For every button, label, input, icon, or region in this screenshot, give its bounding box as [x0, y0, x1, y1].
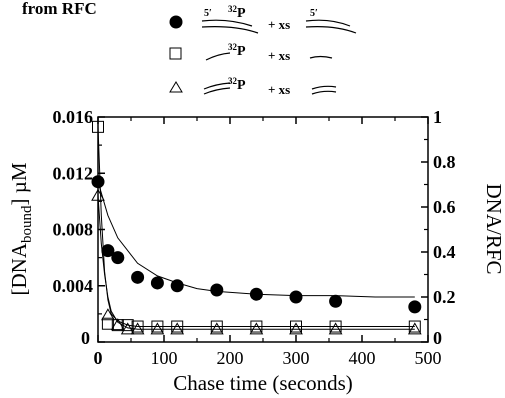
data-point-open-triangle — [130, 322, 145, 335]
data-point-open-triangle — [170, 322, 185, 335]
data-point-open-square — [408, 320, 421, 333]
legend-32-sup: 32 — [228, 4, 238, 14]
legend-competitor-row2 — [309, 55, 333, 59]
y-left-tick-label: 0.004 — [53, 276, 94, 296]
x-axis: 0 100 200 300 400 500 — [94, 117, 442, 368]
data-point-filled-circle — [131, 270, 145, 284]
y-axis-right: 0 0.2 0.4 0.6 0.8 1 — [421, 107, 456, 348]
legend-label-32p-row2: 32P — [228, 42, 246, 59]
data-point-open-square — [250, 320, 263, 333]
y-left-tick-label: 0.016 — [53, 107, 94, 127]
legend-strand-row1-bottom — [201, 26, 259, 34]
legend-plus-xs-row2: + xs — [268, 48, 290, 63]
y-axis-left-label: [DNAbound] µM — [7, 162, 35, 295]
y-axis-right-label: DNA/RFC — [482, 183, 505, 274]
y-left-label-tail: ] µM — [7, 162, 31, 205]
x-tick-label: 300 — [283, 348, 310, 368]
data-point-open-square — [121, 319, 134, 332]
y-left-tick-label: 0.012 — [53, 163, 94, 183]
data-point-open-triangle — [209, 322, 224, 335]
data-point-open-triangle — [110, 318, 125, 331]
x-axis-label: Chase time (seconds) — [173, 371, 353, 395]
data-point-open-square — [290, 320, 302, 333]
legend-p-base-2: P — [237, 44, 246, 59]
data-points — [91, 120, 422, 335]
legend-marker-open-triangle — [169, 81, 183, 93]
y-right-tick-label: 0.4 — [433, 242, 456, 262]
data-point-open-triangle — [249, 322, 264, 335]
data-point-open-triangle — [101, 308, 115, 321]
x-tick-label: 0 — [94, 348, 103, 368]
legend-marker-filled-circle — [169, 15, 183, 29]
y-left-tick-label: 0 — [81, 328, 90, 348]
plot-frame — [97, 116, 429, 343]
data-point-filled-circle — [111, 251, 125, 265]
data-point-open-triangle — [120, 322, 135, 335]
fit-curve-open-triangle — [97, 195, 415, 330]
data-point-open-square — [131, 320, 144, 333]
y-right-tick-label: 0.2 — [433, 287, 456, 307]
legend-p-base: P — [237, 6, 246, 21]
data-point-open-triangle — [289, 322, 303, 335]
data-point-open-triangle — [91, 188, 105, 201]
x-tick-label: 100 — [151, 348, 178, 368]
y-right-tick-label: 0.8 — [433, 152, 456, 172]
data-point-open-triangle — [328, 322, 343, 335]
data-point-filled-circle — [329, 294, 343, 308]
y-left-label-sub: bound — [19, 205, 35, 243]
x-tick-label: 400 — [349, 348, 376, 368]
data-point-filled-circle — [150, 276, 164, 290]
data-point-open-square — [329, 320, 342, 333]
legend-strand-row1-top — [201, 19, 253, 27]
legend-strand-row3-bottom — [203, 87, 231, 95]
legend-marker-open-square — [169, 47, 182, 60]
data-point-open-triangle — [150, 322, 165, 335]
legend-competitor-row1-bottom — [305, 26, 357, 34]
legend-plus-xs-row1: + xs — [268, 17, 290, 32]
data-point-filled-circle — [101, 244, 115, 258]
y-right-tick-label: 0 — [433, 328, 442, 348]
data-point-filled-circle — [91, 175, 105, 189]
legend-competitor-row1-top — [305, 19, 351, 27]
data-point-open-triangle — [407, 322, 422, 335]
data-point-filled-circle — [408, 300, 422, 314]
data-point-filled-circle — [170, 279, 184, 293]
legend-label-five-prime-a: 5′ — [204, 8, 212, 19]
legend-competitor-row3-top — [311, 85, 337, 90]
fit-curve-open-square — [97, 126, 415, 327]
legend-strand-row2 — [205, 52, 231, 61]
y-left-tick-label: 0.008 — [53, 220, 94, 240]
x-tick-label: 200 — [217, 348, 244, 368]
data-point-open-square — [92, 120, 104, 133]
legend-label-32p-row3: 32P — [228, 76, 246, 93]
data-point-open-square — [151, 320, 164, 333]
legend-p-base-3: P — [237, 78, 246, 93]
legend-label-five-prime-b: 5′ — [310, 8, 318, 19]
data-point-filled-circle — [289, 290, 303, 304]
y-left-label-base: [DNA — [7, 242, 31, 295]
data-point-filled-circle — [249, 287, 263, 301]
legend-strand-row3-top — [203, 82, 231, 90]
legend-32-sup-3: 32 — [228, 76, 238, 86]
legend-label-32p-row1: 32P — [228, 4, 246, 21]
y-axis-left: 0 0.004 0.008 0.012 0.016 — [53, 107, 105, 348]
legend-competitor-row3-bottom — [311, 90, 337, 95]
chart-title: from RFC — [22, 0, 97, 18]
y-right-tick-label: 1 — [433, 107, 442, 127]
y-right-tick-label: 0.6 — [433, 197, 456, 217]
legend-32-sup-2: 32 — [228, 42, 238, 52]
data-point-filled-circle — [210, 283, 224, 297]
fit-curve-filled-circle — [97, 181, 415, 298]
data-point-open-square — [171, 320, 184, 333]
legend-plus-xs-row3: + xs — [268, 82, 290, 97]
legend: 5′ 32P + xs 5′ 32P + xs 32P + xs — [169, 4, 357, 97]
data-point-open-square — [101, 317, 114, 330]
x-tick-label: 500 — [415, 348, 442, 368]
data-point-open-square — [210, 320, 223, 333]
